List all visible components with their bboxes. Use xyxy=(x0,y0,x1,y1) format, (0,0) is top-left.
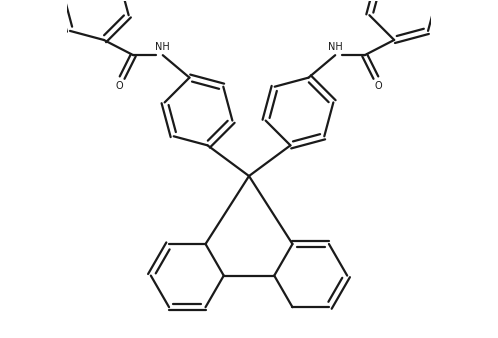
Text: NH: NH xyxy=(155,42,170,52)
Text: O: O xyxy=(375,81,382,91)
Text: NH: NH xyxy=(328,42,343,52)
Text: O: O xyxy=(116,81,123,91)
